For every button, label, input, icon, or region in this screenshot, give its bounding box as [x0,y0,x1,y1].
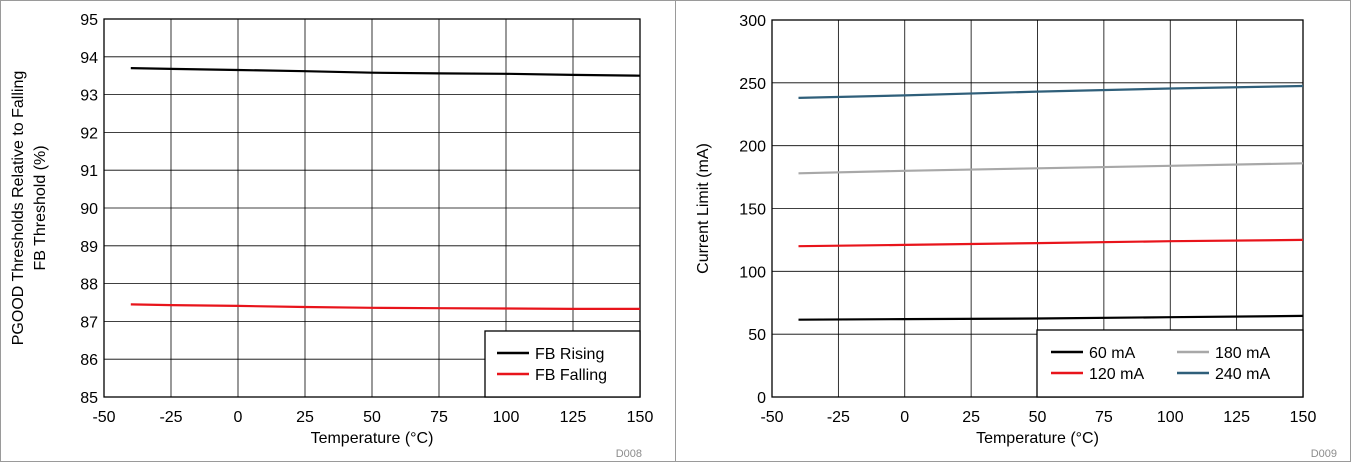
y-axis-title: PGOOD Thresholds Relative to Falling [10,71,27,345]
y-tick-label: 90 [80,201,98,218]
y-tick-label: 250 [739,76,766,93]
x-tick-label: 50 [1029,409,1047,426]
x-axis-title: Temperature (°C) [311,430,434,447]
x-tick-label: 25 [296,409,314,426]
legend-box [484,330,641,398]
y-tick-label: 87 [80,314,98,331]
y-tick-label: 85 [80,390,98,407]
x-tick-label: 75 [430,409,448,426]
legend-label: FB Falling [535,367,607,384]
x-tick-label: 100 [493,409,520,426]
pgood-threshold-chart: -50 -25 0 25 50 75 100 125 150 85 86 87 88 89 90 91 92 93… [10,12,654,460]
series-line-60-ma [798,314,1304,321]
legend-label: FB Rising [535,346,604,363]
current-limit-chart: -50 -25 0 25 50 75 100 125 150 0 50 100 150 200 250 300… [695,13,1337,460]
x-tick-label: 0 [900,409,909,426]
legend-label: 240 mA [1215,366,1270,383]
x-tick-label: -25 [827,409,850,426]
y-tick-label: 150 [739,202,766,219]
x-tick-label: -50 [92,409,115,426]
y-tick-label: 95 [80,12,98,29]
legend-label: 180 mA [1215,345,1270,362]
x-tick-label: -25 [159,409,182,426]
legend: 60 mA 120 mA 180 mA 240 mA [1036,329,1304,398]
y-tick-label: 92 [80,125,98,142]
y-tick-label: 94 [80,50,98,67]
x-tick-label: 25 [962,409,980,426]
series-line-fb-rising [130,67,641,77]
x-tick-label: 75 [1095,409,1113,426]
y-tick-label: 300 [739,13,766,30]
y-axis-title: Current Limit (mA) [695,143,712,274]
legend-label: 120 mA [1089,366,1144,383]
y-tick-label: 200 [739,139,766,156]
y-axis-title: FB Threshold (%) [32,145,49,270]
x-tick-label: 150 [1290,409,1317,426]
x-tick-label: -50 [760,409,783,426]
legend-label: 60 mA [1089,345,1136,362]
figure-id: D009 [1311,448,1337,460]
plot-frame [103,18,641,398]
x-tick-label: 100 [1157,409,1184,426]
y-tick-label: 88 [80,277,98,294]
chart-panel-right: -50 -25 0 25 50 75 100 125 150 0 50 100 150 200 250 300… [675,0,1351,462]
y-tick-label: 93 [80,88,98,105]
series-line-120-ma [798,238,1304,248]
y-tick-label: 86 [80,352,98,369]
y-tick-label: 89 [80,239,98,256]
x-tick-label: 50 [363,409,381,426]
chart-panel-left: -50 -25 0 25 50 75 100 125 150 85 86 87 88 89 90 91 92 93… [0,0,676,462]
series-line-fb-falling [130,303,640,310]
x-axis-title: Temperature (°C) [976,430,1099,447]
x-tick-label: 125 [1223,409,1250,426]
series-line-180-ma [798,162,1304,175]
y-tick-label: 91 [80,163,98,180]
legend-box [1036,329,1304,398]
figure-id: D008 [616,448,642,460]
y-tick-label: 0 [757,390,766,407]
x-tick-label: 125 [560,409,587,426]
x-tick-label: 150 [627,409,654,426]
x-tick-label: 0 [234,409,243,426]
series-line-240-ma [798,84,1304,99]
legend: FB Rising FB Falling [484,330,641,398]
y-tick-label: 100 [739,264,766,281]
y-tick-label: 50 [748,327,766,344]
